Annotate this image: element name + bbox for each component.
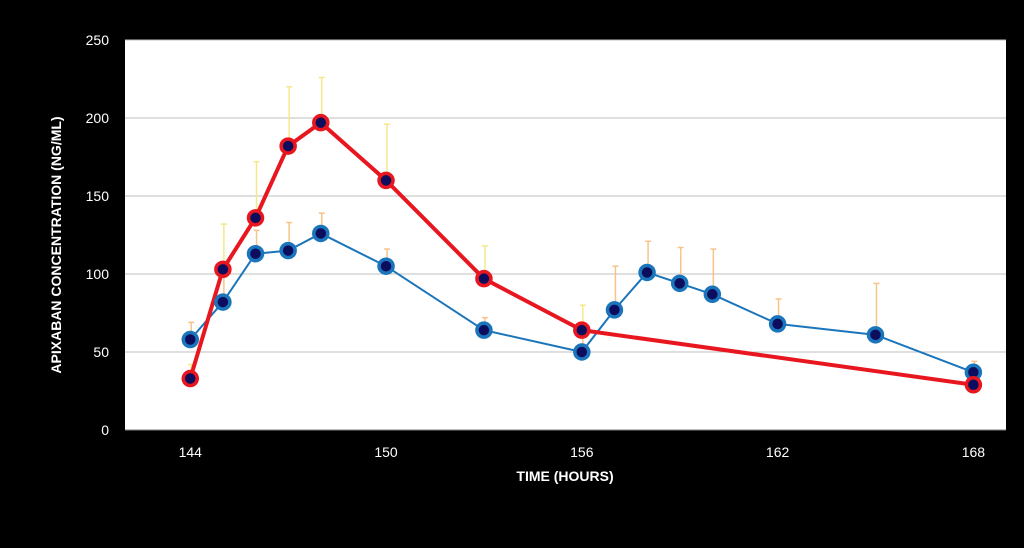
series-markers bbox=[181, 113, 983, 394]
data-point-red bbox=[312, 113, 330, 132]
x-tick-label: 144 bbox=[179, 444, 203, 460]
data-point-blue bbox=[638, 263, 656, 282]
data-point-red bbox=[214, 260, 232, 279]
data-point-red bbox=[279, 137, 297, 155]
y-tick-label: 250 bbox=[86, 32, 110, 48]
data-point-blue bbox=[312, 224, 330, 243]
y-tick-label: 50 bbox=[93, 344, 109, 360]
data-point-red bbox=[181, 369, 200, 388]
data-point-blue bbox=[246, 244, 265, 263]
y-tick-label: 200 bbox=[86, 110, 110, 126]
x-tick-label: 150 bbox=[374, 444, 398, 460]
data-point-blue bbox=[279, 241, 297, 260]
x-axis-title: TIME (HOURS) bbox=[516, 468, 613, 484]
x-tick-label: 168 bbox=[962, 444, 986, 460]
y-tick-labels: 0 50 100 150 200 250 bbox=[86, 32, 110, 438]
plot-area bbox=[125, 40, 1006, 430]
data-point-red bbox=[377, 171, 395, 190]
data-point-blue bbox=[703, 285, 722, 304]
data-point-red bbox=[573, 321, 591, 339]
data-point-red bbox=[964, 376, 983, 394]
y-tick-label: 150 bbox=[86, 188, 110, 204]
data-point-blue bbox=[866, 326, 885, 344]
x-tick-label: 156 bbox=[570, 444, 594, 460]
data-point-blue bbox=[181, 330, 200, 349]
data-point-blue bbox=[768, 315, 787, 333]
x-tick-labels: 144 150 156 162 168 bbox=[179, 444, 986, 460]
data-point-blue bbox=[670, 274, 689, 293]
data-point-blue bbox=[377, 257, 395, 275]
data-point-blue bbox=[573, 343, 591, 361]
data-point-blue bbox=[605, 301, 624, 319]
y-tick-label: 0 bbox=[101, 422, 109, 438]
y-tick-label: 100 bbox=[86, 266, 110, 282]
y-axis-title: APIXABAN CONCENTRATION (NG/ML) bbox=[48, 116, 64, 373]
data-point-blue bbox=[475, 321, 493, 339]
x-tick-label: 162 bbox=[766, 444, 790, 460]
gridlines bbox=[125, 39, 1006, 431]
data-point-red bbox=[246, 209, 265, 227]
data-point-red bbox=[475, 269, 493, 288]
data-point-blue bbox=[214, 293, 232, 311]
